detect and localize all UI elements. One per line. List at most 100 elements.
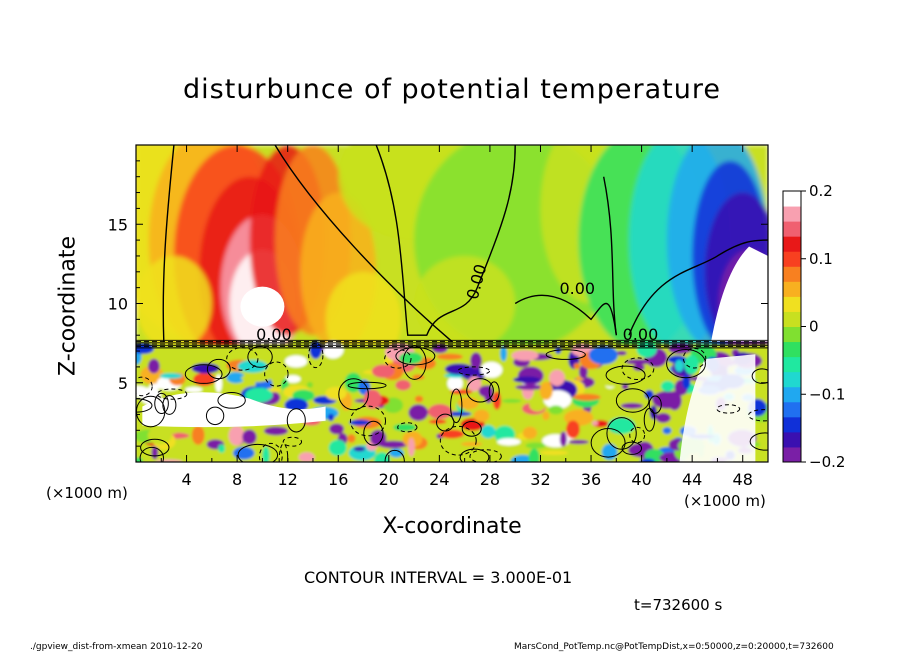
field-lower-blob	[428, 419, 447, 424]
field-lower-blob	[147, 426, 172, 445]
x-tick-label: 20	[379, 470, 399, 489]
contour-eddy	[615, 388, 650, 413]
field-lower-blob	[193, 372, 216, 386]
field-lower-blob	[528, 448, 540, 462]
chart-title: disturbunce of potential temperature	[183, 74, 721, 105]
colorbar-tick-label: 0.2	[809, 182, 833, 200]
y-tick-label: 15	[108, 215, 128, 234]
x-tick-label: 40	[631, 470, 651, 489]
x-tick-label: 16	[328, 470, 348, 489]
field-lower-blob	[625, 359, 652, 365]
colorbar-tick-label: −0.2	[809, 453, 845, 471]
field-lower-white-right	[679, 354, 756, 462]
field-lower-blob	[540, 450, 569, 455]
field-lower-blob	[233, 446, 255, 460]
colorbar-segment	[783, 206, 801, 222]
x-tick-label: 4	[181, 470, 191, 489]
contour-eddy	[466, 378, 494, 403]
x-unit-label-right: (×1000 m)	[684, 492, 766, 510]
field-lower-blob	[513, 376, 541, 383]
contour-eddy	[338, 378, 369, 411]
contour-eddy	[397, 422, 418, 433]
contour-eddy	[606, 417, 637, 450]
field-lower-blob	[373, 452, 391, 462]
field-blob	[136, 255, 212, 352]
field-lower-blob	[522, 426, 538, 440]
colorbar-segment	[783, 326, 801, 343]
field-lower-blob	[262, 446, 270, 462]
field-lower-blob	[573, 363, 581, 370]
field-lower-blob	[539, 381, 553, 401]
field-lower-blob	[149, 383, 167, 389]
field-lower-blob	[191, 425, 205, 445]
field-lower-blob	[347, 434, 356, 443]
colorbar-segment	[783, 341, 801, 358]
field-lower-blob	[325, 386, 347, 401]
y-axis: 5 10 15	[108, 160, 768, 447]
field-max-region	[240, 286, 285, 327]
field-lower-blob	[263, 426, 289, 436]
field-lower-blob	[600, 371, 622, 387]
colorbar-segment	[783, 446, 801, 463]
x-tick-label: 12	[278, 470, 298, 489]
field-lower-blob	[436, 353, 463, 360]
footer-right: MarsCond_PotTemp.nc@PotTempDist,x=0:5000…	[514, 642, 834, 652]
x-tick-label: 8	[232, 470, 242, 489]
field-lower-blob	[684, 354, 699, 375]
colorbar-segment	[783, 266, 801, 282]
contour-eddy	[643, 407, 656, 432]
contour-eddy	[436, 413, 455, 432]
colorbar-segment	[783, 356, 801, 373]
field-lower-blob	[480, 424, 496, 439]
contour-eddy	[140, 438, 170, 457]
x-axis-label: X-coordinate	[382, 514, 522, 539]
contour-eddy	[629, 426, 646, 444]
colorbar-tick-label: 0	[809, 318, 819, 336]
field-lower-blob	[559, 431, 567, 447]
field-lower-blob	[408, 404, 429, 421]
field-lower-blob	[439, 429, 465, 439]
contour-eddy	[286, 408, 306, 433]
field-lower-blob	[662, 427, 672, 435]
field-lower-blob	[652, 391, 682, 409]
contour-eddy	[349, 405, 387, 437]
field-lower-blob	[353, 446, 366, 452]
field-min-region	[711, 246, 768, 342]
contour-eddy	[205, 406, 225, 426]
x-axis: 4 8 12 16 20 24 28 32 36 40 44 48	[160, 145, 753, 489]
contour-eddy	[682, 347, 707, 369]
contour-line	[628, 239, 768, 336]
contour-eddy	[156, 388, 188, 400]
colorbar-segment	[783, 401, 801, 418]
contour-eddy	[648, 395, 662, 414]
contour-eddy	[469, 449, 502, 462]
field-lower-blob	[566, 420, 580, 439]
contour-eddy	[206, 358, 231, 380]
contour-label: 0.00	[559, 279, 595, 298]
contour-eddy	[282, 436, 303, 447]
time-label: t=732600 s	[634, 596, 723, 614]
field-lower-blob	[525, 442, 546, 449]
field-lower-blob	[674, 359, 684, 372]
contour-label: 0.00	[623, 325, 659, 344]
field-lower-blob	[655, 412, 671, 423]
field-lower-blob	[548, 405, 564, 415]
contour-eddy	[450, 388, 463, 424]
field-lower-blob	[327, 413, 335, 422]
contour-label: 0.00	[256, 325, 292, 344]
field-lower-blob	[607, 417, 636, 435]
contour-eddy	[237, 443, 279, 462]
field-lower-blob	[616, 350, 627, 356]
field-lower-blob	[136, 457, 143, 462]
contour-eddy	[384, 449, 405, 462]
colorbar-segment	[783, 386, 801, 403]
x-tick-label: 28	[480, 470, 500, 489]
field-lower-blob	[497, 438, 521, 446]
field-lower-blob	[344, 372, 362, 393]
contour-eddy	[457, 366, 491, 376]
contour-eddy	[226, 347, 259, 371]
field-lower-blob	[457, 397, 479, 410]
contour-line	[274, 145, 453, 343]
contour-eddy	[590, 428, 626, 458]
contour-eddy	[461, 421, 482, 437]
